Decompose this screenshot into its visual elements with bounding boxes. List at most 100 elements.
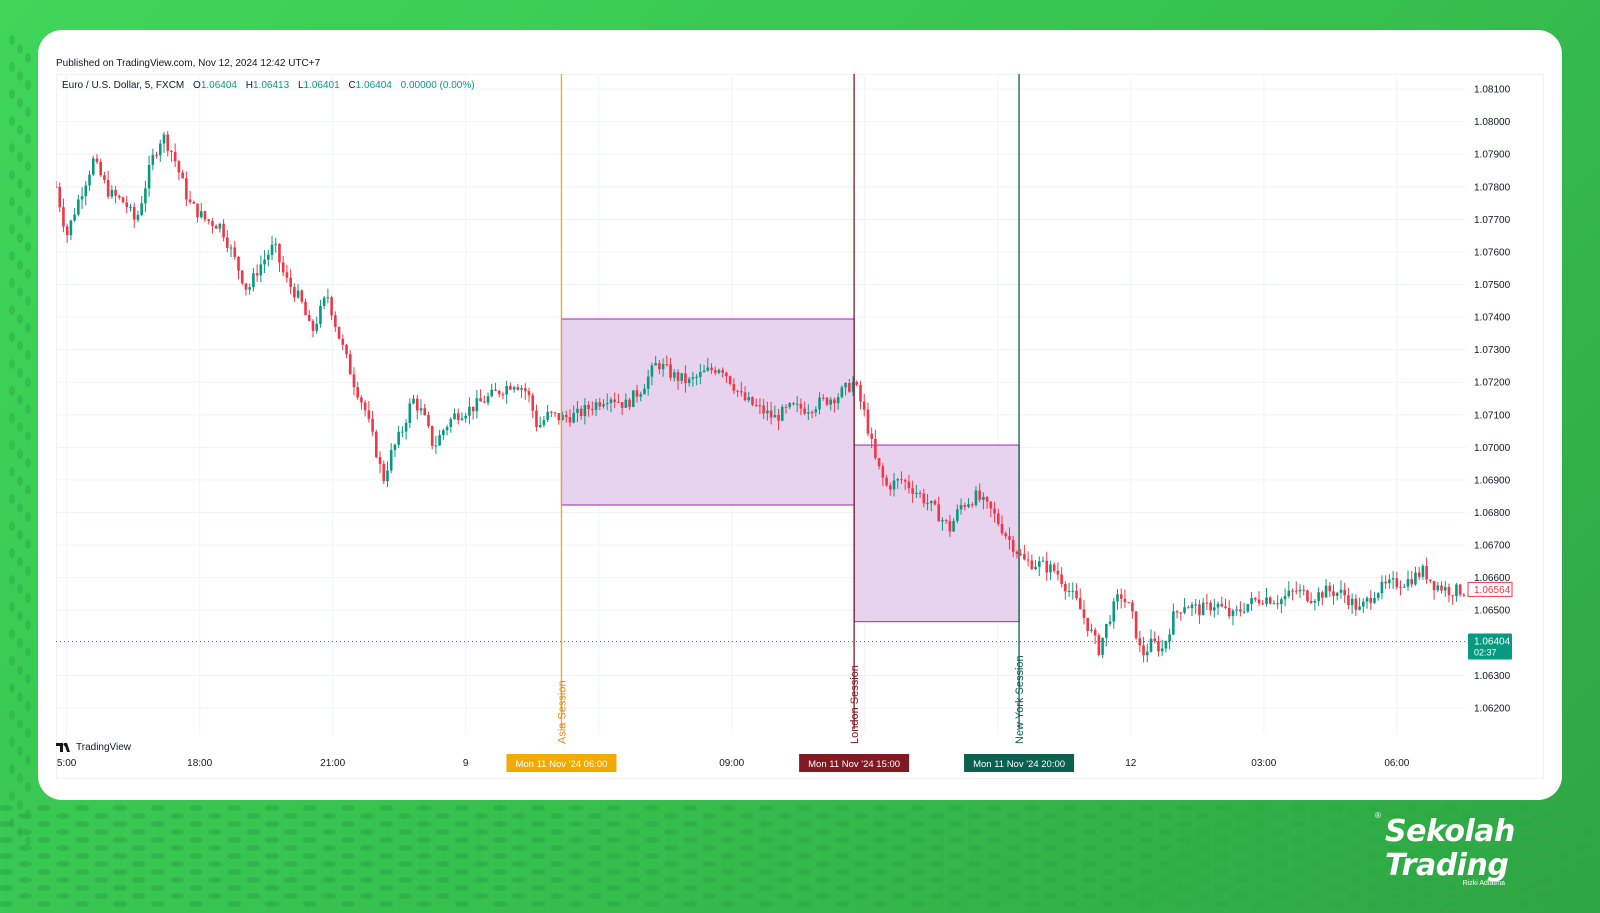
bg-dot <box>1386 829 1400 835</box>
candle-body <box>1194 604 1198 606</box>
bg-dot <box>17 530 23 540</box>
bg-dot <box>9 629 15 639</box>
bg-dot <box>17 827 23 837</box>
candle-body <box>1414 572 1417 585</box>
bg-dot <box>531 805 545 811</box>
bg-dot <box>626 829 640 835</box>
bg-dot <box>512 861 526 867</box>
candle-body <box>360 397 363 403</box>
candle-body <box>1399 587 1402 589</box>
candle-body <box>989 501 993 509</box>
candle-body <box>650 365 654 377</box>
bg-dot <box>284 845 298 851</box>
bg-dot <box>930 829 944 835</box>
candle-body <box>311 320 315 331</box>
bg-dot <box>721 805 735 811</box>
candle-body <box>449 419 453 428</box>
candle-body <box>73 214 76 221</box>
bg-dot <box>94 877 108 883</box>
bg-dot <box>9 791 15 801</box>
bg-dot <box>113 853 127 859</box>
bg-dot <box>417 869 431 875</box>
bg-dot <box>75 869 89 875</box>
bg-dot <box>626 861 640 867</box>
candle-body <box>1406 579 1410 587</box>
candle-body <box>1231 610 1235 617</box>
candle-body <box>166 134 170 151</box>
candle-body <box>687 378 691 384</box>
bg-dot <box>1481 853 1495 859</box>
bg-dot <box>17 800 23 810</box>
y-tick-label: 1.06700 <box>1474 541 1511 552</box>
candle-body <box>997 513 1000 525</box>
candle-body <box>114 189 117 196</box>
bg-dot <box>550 829 564 835</box>
bg-dot <box>9 494 15 504</box>
bg-dot <box>455 885 469 891</box>
bg-dot <box>550 861 564 867</box>
candle-body <box>732 383 736 391</box>
close-value: 1.06404 <box>355 80 392 91</box>
bg-dot <box>0 869 13 875</box>
bg-dot <box>1348 861 1362 867</box>
bg-dot <box>1424 829 1438 835</box>
candle-body <box>1052 564 1056 571</box>
bg-dot <box>930 861 944 867</box>
bg-dot <box>17 71 23 81</box>
bg-dot <box>17 368 23 378</box>
candle-body <box>728 376 732 384</box>
bg-dot <box>17 395 23 405</box>
bg-dot <box>645 901 659 907</box>
close-label: C <box>348 80 356 91</box>
candle-body <box>1298 589 1302 592</box>
candle-body <box>888 485 892 490</box>
bg-dot <box>1139 805 1153 811</box>
bg-dot <box>9 197 15 207</box>
candle-body <box>963 505 967 507</box>
bg-dot <box>1538 829 1552 835</box>
bg-dot <box>493 805 507 811</box>
bg-dot <box>1139 885 1153 891</box>
session-range-box[interactable] <box>853 444 1020 623</box>
candle-body <box>170 150 173 153</box>
bg-dot <box>246 861 260 867</box>
bg-dot <box>1253 869 1267 875</box>
candle-body <box>192 202 196 204</box>
y-tick-label: 1.06500 <box>1474 606 1511 617</box>
y-tick-label: 1.06300 <box>1474 671 1511 682</box>
bg-dot <box>303 821 317 827</box>
bg-dot <box>1329 853 1343 859</box>
bg-dot <box>151 821 165 827</box>
bg-dot <box>1177 805 1191 811</box>
candle-body <box>833 399 836 404</box>
candle-body <box>62 207 65 227</box>
y-tick-label: 1.07300 <box>1474 345 1511 356</box>
bg-dot <box>189 805 203 811</box>
candle-body <box>505 386 508 395</box>
candle-body <box>1306 590 1309 601</box>
bg-dot <box>75 885 89 891</box>
price-chart[interactable]: 1.062001.063001.064001.065001.066001.067… <box>56 74 1544 779</box>
candle-body <box>110 189 114 197</box>
bg-dot <box>170 861 184 867</box>
bg-dot <box>1063 853 1077 859</box>
bg-dot <box>1519 853 1533 859</box>
candle-body <box>203 211 207 220</box>
bg-dot <box>9 305 15 315</box>
bg-dot <box>17 557 23 567</box>
bg-dot <box>360 829 374 835</box>
bg-dot <box>322 861 336 867</box>
candle-body <box>911 488 914 494</box>
bg-dot <box>25 350 31 360</box>
candle-body <box>460 418 464 420</box>
bg-dot <box>721 885 735 891</box>
chart-area[interactable]: 1.062001.063001.064001.065001.066001.067… <box>56 74 1544 779</box>
change-value: 0.00000 (0.00%) <box>400 80 475 91</box>
session-range-box[interactable] <box>560 318 855 506</box>
candle-body <box>158 143 162 156</box>
candle-body <box>978 490 981 500</box>
bg-dot <box>1291 885 1305 891</box>
bg-dot <box>759 901 773 907</box>
bg-dot <box>1443 853 1457 859</box>
